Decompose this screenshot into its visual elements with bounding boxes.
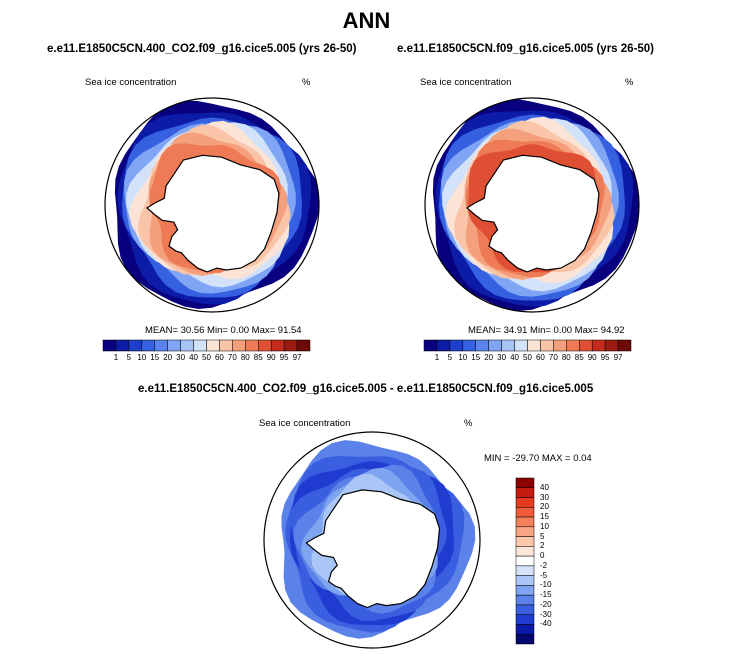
colorbar-swatch <box>515 633 535 645</box>
colorbar-tick-label: 40 <box>510 353 520 362</box>
colorbar-swatch <box>515 536 535 547</box>
panel-3-units: % <box>464 418 473 429</box>
colorbar-swatch <box>515 546 535 557</box>
colorbar-tick-label: 50 <box>523 353 532 362</box>
colorbar-tick-label: 40 <box>540 482 549 492</box>
colorbar-swatch <box>515 516 535 528</box>
colorbar-swatch <box>515 555 535 567</box>
colorbar-tick-label: 85 <box>574 353 584 362</box>
colorbar-tick-label: 10 <box>458 353 468 362</box>
colorbar-tick-label: 97 <box>292 353 302 362</box>
colorbar-tick-label: 80 <box>561 353 571 362</box>
colorbar-tick-label: 80 <box>240 353 250 362</box>
colorbar-tick-label: -40 <box>540 619 552 629</box>
colorbar-tick-label: 15 <box>471 353 481 362</box>
colorbar-tick-label: 5 <box>447 353 453 362</box>
colorbar-tick-label: 90 <box>266 353 276 362</box>
colorbar-tick-label: 5 <box>540 531 545 541</box>
colorbar-tick-label: 20 <box>540 502 549 512</box>
colorbar-swatch <box>515 497 535 508</box>
colorbar-swatch <box>515 575 535 586</box>
panel-2-stats: MEAN= 34.91 Min= 0.00 Max= 94.92 <box>468 325 625 336</box>
colorbar-tick-label: 40 <box>189 353 199 362</box>
panel-2-units: % <box>625 77 634 88</box>
antarctica-coastline <box>465 154 600 273</box>
colorbar-tick-label: 10 <box>540 521 549 531</box>
colorbar-tick-label: 0 <box>540 551 545 561</box>
colorbar-swatch <box>296 339 311 352</box>
colorbar-tick-label: 95 <box>279 353 289 362</box>
colorbar-tick-label: 20 <box>484 353 494 362</box>
colorbar-tick-label: 85 <box>253 353 263 362</box>
colorbar-tick-label: 70 <box>548 353 558 362</box>
colorbar-swatch <box>515 585 535 596</box>
colorbar-swatch <box>515 604 535 615</box>
antarctica-coastline <box>145 154 280 273</box>
colorbar-tick-label: 15 <box>540 512 549 522</box>
colorbar-swatch <box>515 477 535 489</box>
map-border <box>263 431 481 649</box>
panel-3-stats: MIN = -29.70 MAX = 0.04 <box>484 453 592 464</box>
colorbar-swatch <box>515 614 535 625</box>
colorbar-tick-label: -15 <box>540 590 552 600</box>
colorbar-tick-label: -20 <box>540 599 552 609</box>
colorbar-tick-label: 1 <box>434 353 440 362</box>
colorbar-tick-label: 30 <box>497 353 507 362</box>
map-border <box>104 97 320 313</box>
map-border <box>424 97 640 313</box>
panel-1-units: % <box>302 77 311 88</box>
colorbar-swatch <box>515 526 535 537</box>
colorbar-tick-label: 60 <box>535 353 545 362</box>
colorbar-swatch <box>515 624 535 635</box>
colorbar-swatch <box>515 594 535 606</box>
panel-2-title: e.e11.E1850C5CN.f09_g16.cice5.005 (yrs 2… <box>397 43 655 55</box>
colorbar-tick-label: 1 <box>113 353 119 362</box>
panel-1-variable: Sea ice concentration <box>85 77 177 88</box>
colorbar-tick-label: -30 <box>540 609 552 619</box>
colorbar-tick-label: 20 <box>163 353 173 362</box>
colorbar-tick-label: 5 <box>126 353 132 362</box>
colorbar-tick-label: 10 <box>137 353 147 362</box>
colorbar-tick-label: 30 <box>176 353 186 362</box>
page-title: ANN <box>342 8 391 33</box>
colorbar-tick-label: -10 <box>540 580 552 590</box>
colorbar-swatch <box>515 507 535 518</box>
colorbar-tick-label: -5 <box>540 570 548 580</box>
colorbar-tick-label: 90 <box>587 353 597 362</box>
colorbar-tick-label: 30 <box>540 492 549 502</box>
colorbar-tick-label: 15 <box>150 353 160 362</box>
colorbar-swatch <box>617 339 632 352</box>
panel-1-stats: MEAN= 30.56 Min= 0.00 Max= 91.54 <box>145 325 302 336</box>
colorbar-tick-label: 70 <box>227 353 237 362</box>
colorbar-swatch <box>515 565 535 576</box>
colorbar-tick-label: 60 <box>214 353 224 362</box>
colorbar-tick-label: 50 <box>202 353 211 362</box>
diff-title: e.e11.E1850C5CN.400_CO2.f09_g16.cice5.00… <box>138 383 594 395</box>
antarctica-coastline <box>305 489 441 609</box>
colorbar-tick-label: -2 <box>540 560 548 570</box>
colorbar-tick-label: 97 <box>613 353 623 362</box>
colorbar-tick-label: 2 <box>540 541 545 551</box>
colorbar-swatch <box>515 487 535 498</box>
panel-2-variable: Sea ice concentration <box>420 77 512 88</box>
colorbar-tick-label: 95 <box>600 353 610 362</box>
panel-3-variable: Sea ice concentration <box>259 418 351 429</box>
panel-1-title: e.e11.E1850C5CN.400_CO2.f09_g16.cice5.00… <box>47 43 357 55</box>
